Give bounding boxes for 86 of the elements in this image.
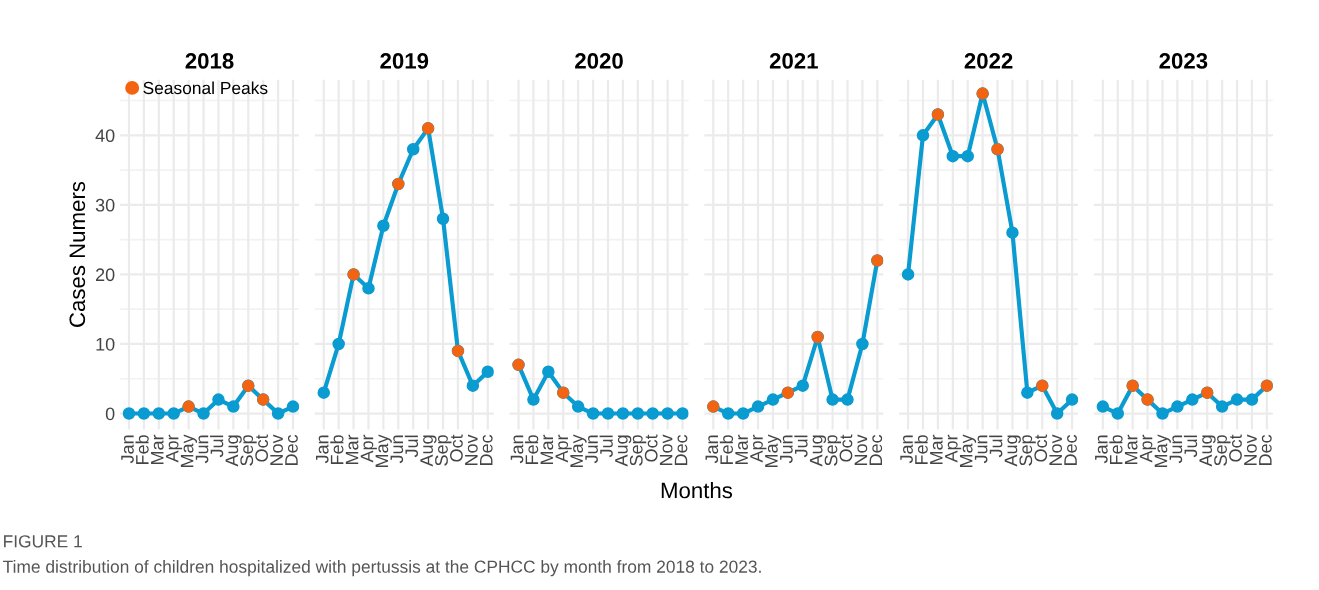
- chart-title: 2021: [769, 53, 818, 69]
- x-axis-title: Months: [661, 482, 733, 499]
- x-tick-label: Aug: [615, 435, 632, 467]
- x-tick-label: Jun: [195, 435, 209, 464]
- x-tick-label: Mar: [151, 434, 164, 464]
- x-tick-label: Dec: [480, 434, 493, 466]
- x-tick-label: Aug: [809, 435, 827, 467]
- x-tick-label: Jun: [585, 435, 598, 464]
- x-tick-label: May: [959, 434, 977, 468]
- y-tick-label: 30: [95, 198, 115, 212]
- y-axis-title: Cases Numers: [69, 181, 86, 327]
- x-tick-label: Sep: [1019, 435, 1036, 466]
- x-tick-label: Jun: [1169, 435, 1183, 464]
- x-tick-label: Jul: [989, 435, 1003, 458]
- x-tick-label: Aug: [225, 435, 242, 467]
- x-tick-label: Dec: [1064, 434, 1077, 466]
- x-tick-label: Dec: [285, 434, 298, 466]
- x-tick-label: Apr: [750, 434, 767, 463]
- x-tick-label: Sep: [824, 435, 842, 466]
- y-tick-label: 20: [96, 268, 115, 282]
- x-tick-label: Sep: [240, 435, 257, 466]
- y-tick-label: 40: [95, 129, 115, 143]
- x-tick-label: Jul: [1183, 435, 1198, 458]
- x-tick-label: Apr: [945, 434, 962, 463]
- x-tick-label: Jun: [974, 435, 988, 464]
- legend-label: Seasonal Peaks: [143, 81, 268, 95]
- x-tick-label: Oct: [450, 434, 463, 462]
- x-tick-label: Apr: [555, 434, 572, 463]
- chart-title: 2019: [380, 53, 429, 69]
- caption: FIGURE 1: [4, 535, 82, 548]
- chart-title: 2018: [185, 53, 234, 69]
- x-tick-label: Aug: [420, 435, 437, 467]
- x-tick-label: May: [375, 434, 392, 468]
- x-tick-label: Mar: [345, 434, 359, 464]
- x-tick-label: May: [1154, 434, 1171, 468]
- x-tick-label: Nov: [659, 434, 673, 466]
- x-tick-label: Apr: [165, 434, 183, 463]
- x-tick-label: Feb: [135, 435, 149, 465]
- x-tick-label: Oct: [839, 434, 853, 462]
- chart-title: 2022: [964, 53, 1013, 69]
- x-tick-label: Oct: [1229, 434, 1242, 462]
- x-tick-label: May: [180, 434, 198, 468]
- x-tick-label: Mar: [930, 434, 943, 464]
- chart-title: 2023: [1159, 53, 1208, 69]
- x-tick-label: Jul: [794, 435, 808, 458]
- x-tick-label: Dec: [1259, 434, 1272, 466]
- x-tick-label: Aug: [1199, 435, 1216, 467]
- x-tick-label: Oct: [1034, 434, 1048, 462]
- x-tick-label: Dec: [674, 434, 688, 466]
- chart-title: 2020: [575, 53, 623, 69]
- x-tick-label: Jan: [900, 435, 913, 464]
- x-tick-label: May: [765, 434, 782, 468]
- x-tick-label: Nov: [270, 434, 283, 466]
- x-tick-label: Nov: [854, 434, 868, 466]
- x-tick-label: Apr: [1139, 434, 1156, 463]
- y-tick-label: 10: [96, 337, 115, 351]
- x-tick-label: Feb: [525, 435, 539, 465]
- x-tick-label: Jun: [780, 435, 793, 464]
- x-tick-label: Jul: [404, 435, 419, 458]
- x-tick-label: Aug: [1004, 435, 1021, 467]
- x-tick-label: May: [570, 434, 587, 468]
- x-tick-label: Oct: [255, 434, 269, 462]
- x-tick-label: Feb: [914, 435, 928, 465]
- x-tick-label: Mar: [1124, 434, 1138, 464]
- x-tick-label: Jan: [705, 435, 719, 464]
- x-tick-label: Apr: [360, 434, 377, 463]
- x-tick-label: Feb: [719, 435, 734, 465]
- x-tick-label: Sep: [435, 435, 452, 466]
- x-tick-label: Jan: [121, 435, 134, 464]
- x-tick-label: Sep: [1214, 435, 1231, 466]
- x-tick-label: Dec: [869, 434, 883, 466]
- text: Time distribution of children hospitalized with pertussis at the CPHCC by month from 2018 to 2023.: [3, 560, 761, 577]
- x-tick-label: Jul: [210, 435, 224, 458]
- x-tick-label: Feb: [330, 435, 344, 465]
- x-tick-label: Feb: [1109, 435, 1123, 465]
- x-tick-label: Jun: [390, 435, 404, 464]
- x-tick-label: Jan: [1095, 435, 1108, 464]
- x-tick-label: Jul: [599, 435, 613, 458]
- x-tick-label: Nov: [465, 434, 478, 466]
- x-tick-label: Jan: [510, 435, 524, 464]
- x-tick-label: Jan: [316, 435, 329, 464]
- x-tick-label: Nov: [1049, 434, 1063, 466]
- x-tick-label: Nov: [1244, 434, 1257, 466]
- x-tick-label: Mar: [540, 434, 554, 464]
- y-tick-label: 0: [105, 407, 115, 421]
- x-tick-label: Mar: [735, 434, 748, 464]
